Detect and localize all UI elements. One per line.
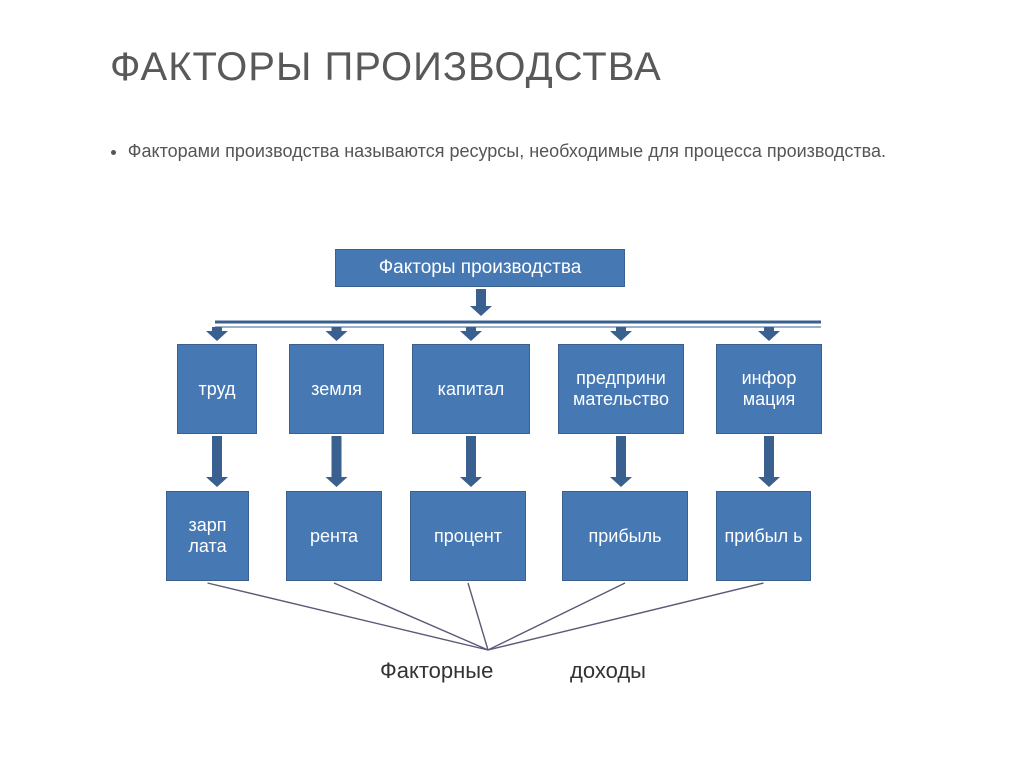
node-interest: процент bbox=[410, 491, 526, 581]
node-labor: труд bbox=[177, 344, 257, 434]
node-capital: капитал bbox=[412, 344, 530, 434]
footer-label-0: Факторные bbox=[380, 658, 493, 684]
node-info: инфор мация bbox=[716, 344, 822, 434]
node-profit1: прибыль bbox=[562, 491, 688, 581]
node-wage: зарп лата bbox=[166, 491, 249, 581]
footer-label-1: доходы bbox=[570, 658, 646, 684]
node-profit2: прибыл ь bbox=[716, 491, 811, 581]
node-rent: рента bbox=[286, 491, 382, 581]
node-land: земля bbox=[289, 344, 384, 434]
diagram-container: Факторы производства труд земля капитал пред… bbox=[0, 0, 1024, 767]
node-root: Факторы производства bbox=[335, 249, 625, 287]
node-enterp: предприни мательство bbox=[558, 344, 684, 434]
